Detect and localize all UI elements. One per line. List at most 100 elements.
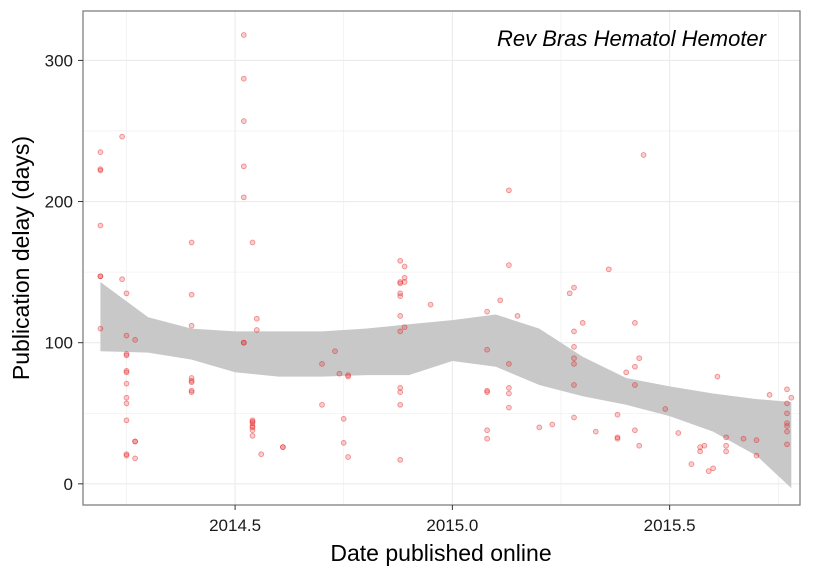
data-point [240, 75, 247, 82]
data-point [506, 390, 512, 397]
data-point [484, 389, 490, 395]
data-point [123, 368, 130, 374]
data-point [784, 441, 790, 448]
data-point [723, 434, 729, 441]
data-point [188, 322, 195, 329]
data-point [397, 313, 404, 319]
data-point [723, 448, 729, 455]
data-point [336, 370, 343, 377]
data-point [123, 332, 130, 339]
data-point [549, 421, 556, 428]
data-point [401, 279, 408, 285]
data-point [753, 437, 760, 443]
data-point [632, 427, 638, 434]
data-point [714, 373, 721, 380]
data-point [258, 451, 265, 458]
data-point [97, 273, 104, 280]
data-point [249, 417, 256, 424]
data-point [240, 339, 247, 346]
data-point [753, 452, 760, 459]
data-point [784, 410, 790, 417]
smoothed-confidence-band [100, 282, 792, 489]
data-point [253, 315, 260, 322]
data-point [123, 352, 130, 359]
data-point [123, 417, 130, 424]
data-point [632, 320, 638, 326]
data-point [397, 389, 404, 395]
data-point [571, 328, 577, 335]
data-point [123, 394, 130, 401]
data-point [345, 373, 351, 380]
data-point [397, 456, 404, 463]
data-point [397, 328, 404, 335]
data-point [506, 361, 512, 367]
data-point [614, 411, 621, 418]
data-point [332, 348, 338, 355]
plot-panel-border [82, 10, 801, 506]
data-point [484, 346, 490, 353]
data-point [784, 386, 790, 393]
data-point [623, 369, 630, 376]
data-point [571, 344, 577, 350]
data-points [97, 32, 795, 474]
data-point [240, 118, 247, 124]
data-point [97, 166, 104, 172]
y-tick-label: 300 [45, 51, 73, 70]
data-point [401, 263, 408, 270]
data-point [592, 428, 599, 435]
data-point [397, 293, 404, 299]
data-point [97, 273, 104, 280]
journal-annotation: Rev Bras Hematol Hemoter [497, 26, 768, 51]
x-axis-ticks: 2014.5 2015.0 2015.5 [209, 505, 696, 535]
data-point [97, 149, 104, 155]
x-tick-label: 2014.5 [209, 516, 261, 535]
data-point [784, 420, 790, 426]
data-point [766, 392, 773, 398]
data-point [497, 297, 504, 304]
data-point [605, 266, 612, 273]
data-point [484, 308, 490, 315]
y-tick-label: 0 [64, 475, 73, 494]
data-point [427, 301, 434, 308]
data-point [123, 380, 130, 387]
data-point [506, 262, 512, 268]
data-point [340, 416, 347, 422]
data-point [280, 444, 286, 450]
data-point [240, 339, 247, 346]
data-point [397, 280, 404, 287]
minor-gridlines [83, 11, 800, 505]
data-point [188, 389, 195, 395]
data-point [280, 444, 286, 450]
data-point [123, 369, 130, 376]
data-point [571, 284, 577, 291]
data-point [710, 465, 716, 472]
data-point [640, 152, 647, 158]
data-point [253, 327, 260, 333]
data-point [397, 401, 404, 408]
data-point [401, 324, 408, 331]
data-point [119, 133, 125, 140]
data-point [119, 276, 125, 283]
x-tick-label: 2015.0 [426, 516, 478, 535]
data-point [506, 385, 512, 391]
data-point [740, 435, 747, 442]
data-point [397, 257, 404, 264]
data-point [723, 442, 729, 449]
y-tick-label: 200 [45, 193, 73, 212]
data-point [132, 438, 138, 445]
data-point [249, 432, 256, 439]
data-point [636, 442, 643, 449]
data-point [662, 406, 669, 412]
data-point [571, 355, 577, 362]
data-point [249, 418, 256, 425]
data-point [614, 434, 621, 441]
data-point [397, 279, 404, 285]
data-point [484, 387, 490, 394]
data-point [240, 163, 247, 170]
data-point [506, 404, 512, 411]
data-point [566, 290, 573, 297]
data-point [188, 239, 195, 246]
data-point [132, 438, 138, 445]
data-point [397, 385, 404, 391]
